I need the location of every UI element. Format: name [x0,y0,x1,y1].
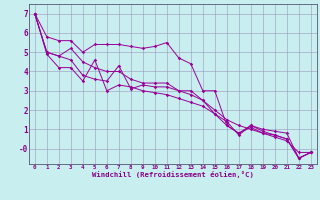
X-axis label: Windchill (Refroidissement éolien,°C): Windchill (Refroidissement éolien,°C) [92,171,254,178]
